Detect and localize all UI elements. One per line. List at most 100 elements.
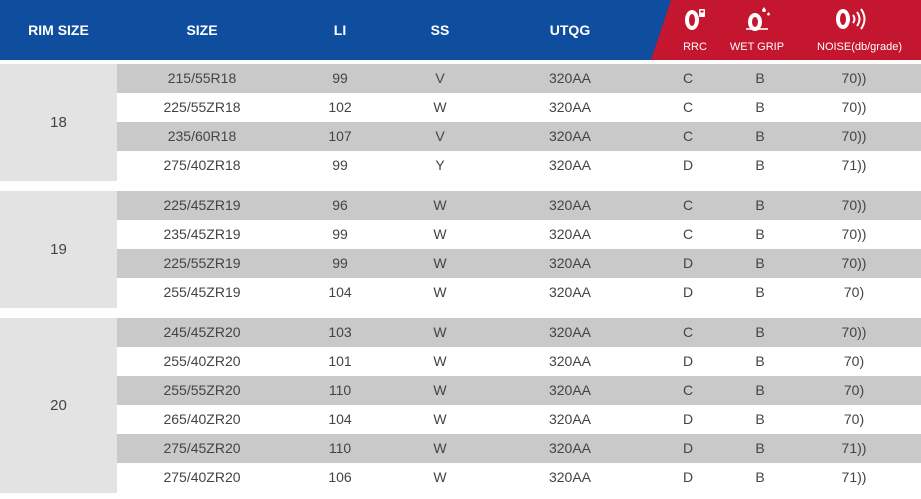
li-cell: 99	[332, 157, 348, 173]
rrc-cell: D	[682, 411, 694, 427]
wet-grip-cell: B	[755, 411, 765, 427]
rrc-cell: D	[682, 440, 694, 456]
utqg-cell: 320AA	[548, 128, 592, 144]
utqg-cell: 320AA	[548, 284, 592, 300]
wet-grip-cell: B	[755, 324, 765, 340]
ss-cell: W	[433, 226, 447, 242]
utqg-cell: 320AA	[548, 353, 592, 369]
size-cell: 245/45ZR20	[163, 324, 241, 340]
rim-size-cell: 18	[0, 64, 117, 181]
tire-noise-icon	[836, 8, 866, 30]
ss-cell: V	[435, 128, 445, 144]
utqg-cell: 320AA	[548, 226, 592, 242]
header-ss: SS	[430, 22, 450, 38]
noise-cell: 70))	[841, 255, 867, 271]
rrc-cell: D	[682, 255, 694, 271]
table-row: 265/40ZR20 104 W 320AA D B 70)	[117, 405, 921, 434]
li-cell: 110	[328, 382, 352, 398]
header-noise: NOISE(db/grade)	[817, 41, 902, 53]
header-blue-band	[0, 0, 671, 60]
utqg-cell: 320AA	[548, 70, 592, 86]
noise-cell: 70))	[841, 226, 867, 242]
header-rrc: RRC	[683, 41, 707, 53]
rrc-cell: C	[682, 226, 694, 242]
noise-cell: 71))	[841, 157, 867, 173]
li-cell: 104	[328, 284, 352, 300]
ss-cell: W	[433, 255, 447, 271]
rim-group-19: 19 225/45ZR19 96 W 320AA C B 70)) 235/45…	[0, 191, 921, 308]
size-cell: 265/40ZR20	[163, 411, 241, 427]
ss-cell: W	[433, 284, 447, 300]
wet-grip-cell: B	[755, 440, 765, 456]
li-cell: 104	[328, 411, 352, 427]
utqg-cell: 320AA	[548, 99, 592, 115]
noise-cell: 71))	[841, 440, 867, 456]
li-cell: 99	[332, 255, 348, 271]
size-cell: 225/55ZR18	[163, 99, 241, 115]
wet-grip-cell: B	[755, 70, 765, 86]
header-li: LI	[333, 22, 347, 38]
ss-cell: Y	[435, 157, 445, 173]
li-cell: 96	[332, 197, 348, 213]
tire-fuel-icon	[685, 9, 705, 30]
rrc-cell: D	[682, 353, 694, 369]
table-row: 245/45ZR20 103 W 320AA C B 70))	[117, 318, 921, 347]
ss-cell: W	[433, 99, 447, 115]
rrc-cell: C	[682, 70, 694, 86]
li-cell: 106	[328, 469, 352, 485]
table-row: 275/40ZR18 99 Y 320AA D B 71))	[117, 151, 921, 180]
table-row: 255/55ZR20 110 W 320AA C B 70)	[117, 376, 921, 405]
header-rim-size: RIM SIZE	[28, 22, 89, 38]
noise-cell: 70)	[843, 353, 865, 369]
utqg-cell: 320AA	[548, 469, 592, 485]
header-wet-grip: WET GRIP	[729, 41, 785, 53]
rrc-cell: D	[682, 157, 694, 173]
wet-grip-cell: B	[755, 99, 765, 115]
size-cell: 275/40ZR18	[163, 157, 241, 173]
utqg-cell: 320AA	[548, 197, 592, 213]
wet-grip-cell: B	[755, 469, 765, 485]
rim-size-cell: 20	[0, 318, 117, 493]
wet-grip-cell: B	[755, 284, 765, 300]
ss-cell: W	[433, 197, 447, 213]
utqg-cell: 320AA	[548, 440, 592, 456]
table-row: 225/45ZR19 96 W 320AA C B 70))	[117, 191, 921, 220]
li-cell: 99	[332, 226, 348, 242]
size-cell: 215/55R18	[167, 70, 237, 86]
table-row: 275/40ZR20 106 W 320AA D B 71))	[117, 463, 921, 492]
table-row: 225/55ZR19 99 W 320AA D B 70))	[117, 249, 921, 278]
li-cell: 102	[328, 99, 352, 115]
rrc-cell: C	[682, 197, 694, 213]
noise-cell: 71))	[841, 469, 867, 485]
li-cell: 101	[328, 353, 352, 369]
size-cell: 255/45ZR19	[163, 284, 241, 300]
rim-group-18: 18 215/55R18 99 V 320AA C B 70)) 225/55Z…	[0, 64, 921, 181]
noise-cell: 70)	[843, 284, 865, 300]
rrc-cell: D	[682, 284, 694, 300]
li-cell: 107	[328, 128, 352, 144]
ss-cell: W	[433, 469, 447, 485]
utqg-cell: 320AA	[548, 324, 592, 340]
size-cell: 255/55ZR20	[163, 382, 241, 398]
table-row: 255/45ZR19 104 W 320AA D B 70)	[117, 278, 921, 307]
noise-cell: 70)	[843, 382, 865, 398]
noise-cell: 70))	[841, 324, 867, 340]
header-size: SIZE	[186, 22, 218, 38]
header-red-band	[651, 0, 921, 60]
ss-cell: W	[433, 440, 447, 456]
wet-grip-cell: B	[755, 382, 765, 398]
noise-cell: 70)	[843, 411, 865, 427]
size-cell: 225/45ZR19	[163, 197, 241, 213]
rrc-cell: C	[682, 99, 694, 115]
size-cell: 275/45ZR20	[163, 440, 241, 456]
table-row: 215/55R18 99 V 320AA C B 70))	[117, 64, 921, 93]
size-cell: 255/40ZR20	[163, 353, 241, 369]
rrc-cell: C	[682, 128, 694, 144]
table-row: 225/55ZR18 102 W 320AA C B 70))	[117, 93, 921, 122]
table-row: 255/40ZR20 101 W 320AA D B 70)	[117, 347, 921, 376]
tire-rain-icon	[746, 7, 770, 31]
rrc-cell: C	[682, 382, 694, 398]
rim-group-20: 20 245/45ZR20 103 W 320AA C B 70)) 255/4…	[0, 318, 921, 493]
rrc-cell: C	[682, 324, 694, 340]
